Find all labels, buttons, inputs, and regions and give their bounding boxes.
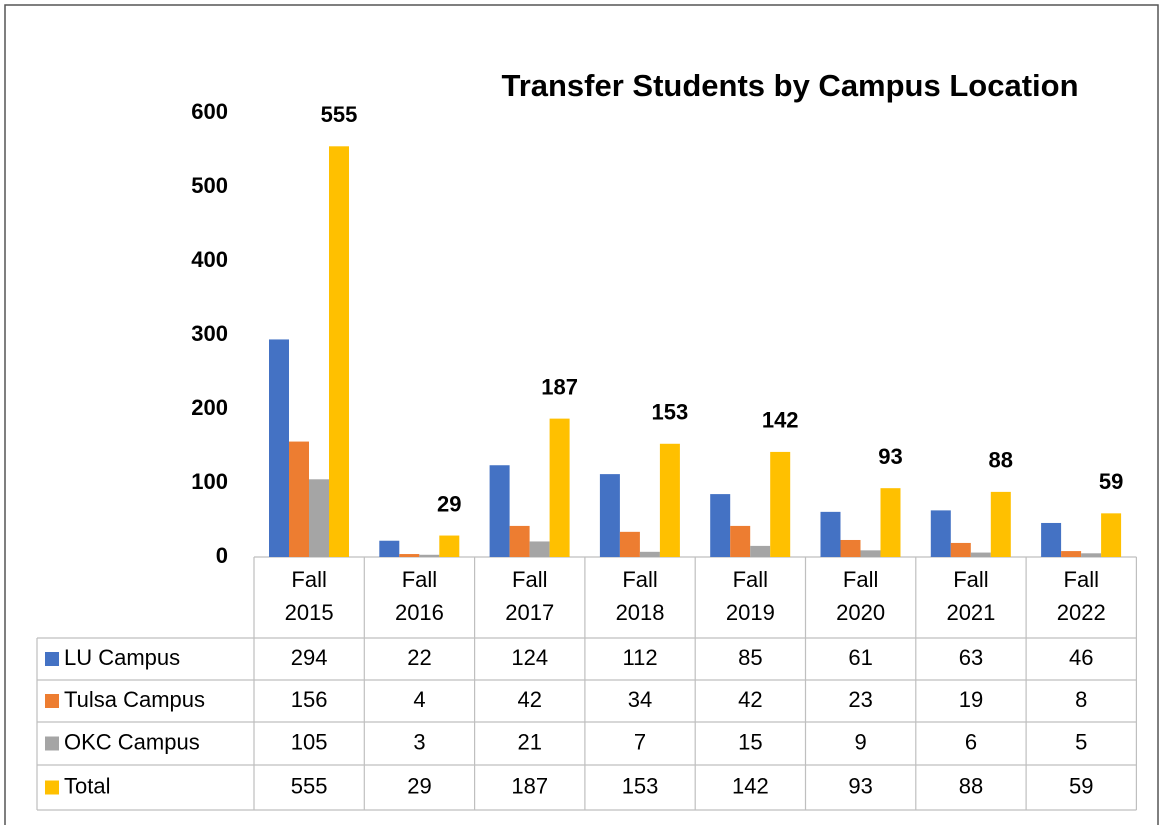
legend-label: Total <box>64 773 110 798</box>
y-tick-label: 500 <box>191 173 228 198</box>
table-cell: 15 <box>738 729 762 754</box>
data-label: 187 <box>541 374 578 399</box>
table-cell: 85 <box>738 645 762 670</box>
table-cell: 93 <box>848 773 872 798</box>
bar <box>730 525 751 557</box>
table-cell: 22 <box>407 645 431 670</box>
bar <box>880 488 901 557</box>
bar <box>549 418 570 557</box>
data-label: 59 <box>1099 469 1123 494</box>
bar <box>599 474 620 557</box>
bar <box>990 491 1011 557</box>
x-tick-label: Fall 2019 <box>725 567 775 625</box>
data-label: 555 <box>321 102 358 127</box>
x-tick-label: Fall 2016 <box>394 567 444 625</box>
bar <box>289 441 309 557</box>
bar <box>379 540 400 557</box>
table-cell: 3 <box>413 729 425 754</box>
x-tick-label: Fall 2018 <box>615 567 665 625</box>
table-cell: 42 <box>518 687 542 712</box>
x-tick-label: Fall 2022 <box>1056 567 1106 625</box>
y-tick-label: 600 <box>191 99 228 124</box>
bar <box>820 511 841 557</box>
legend-swatch <box>45 652 59 666</box>
x-tick-label: Fall 2015 <box>284 567 334 625</box>
bar <box>489 465 510 557</box>
data-label: 142 <box>762 408 799 433</box>
x-tick-label: Fall 2020 <box>836 567 886 625</box>
table-cell: 23 <box>848 687 872 712</box>
table-cell: 124 <box>511 645 548 670</box>
table-cell: 156 <box>291 687 328 712</box>
bar <box>970 552 991 557</box>
bar <box>419 554 440 557</box>
legend-swatch <box>45 694 59 708</box>
x-tick-label: Fall 2017 <box>505 567 555 625</box>
bar <box>529 541 550 557</box>
bar <box>930 510 951 557</box>
table-cell: 142 <box>732 773 769 798</box>
data-label: 88 <box>989 448 1013 473</box>
table-cell: 29 <box>407 773 431 798</box>
x-tick-label: Fall 2021 <box>946 567 996 625</box>
legend-swatch <box>45 780 59 795</box>
bar <box>750 545 771 557</box>
table-cell: 59 <box>1069 773 1093 798</box>
table-cell: 153 <box>622 773 659 798</box>
table-cell: 187 <box>511 773 548 798</box>
y-tick-label: 100 <box>191 469 228 494</box>
legend-label: LU Campus <box>64 645 180 670</box>
table-cell: 5 <box>1075 729 1087 754</box>
table-cell: 63 <box>959 645 983 670</box>
bar <box>1041 522 1062 557</box>
bar <box>860 550 881 557</box>
bar <box>439 535 460 557</box>
y-tick-label: 400 <box>191 247 228 272</box>
y-tick-label: 200 <box>191 395 228 420</box>
table-cell: 8 <box>1075 687 1087 712</box>
data-label: 93 <box>878 444 902 469</box>
bar <box>509 525 530 557</box>
table-cell: 46 <box>1069 645 1093 670</box>
table-cell: 4 <box>413 687 425 712</box>
table-cell: 112 <box>623 645 658 670</box>
bar <box>770 451 791 557</box>
table-cell: 19 <box>959 687 983 712</box>
bar <box>269 339 289 557</box>
bar <box>329 146 349 558</box>
bar <box>840 539 861 557</box>
y-tick-label: 300 <box>191 321 228 346</box>
bar <box>950 542 971 557</box>
legend-label: Tulsa Campus <box>64 687 205 712</box>
bar <box>1061 551 1082 557</box>
table-cell: 6 <box>965 729 977 754</box>
bar <box>619 531 640 557</box>
bar <box>639 551 660 557</box>
data-label: 153 <box>652 400 689 425</box>
table-cell: 21 <box>518 729 542 754</box>
table-cell: 34 <box>628 687 652 712</box>
y-tick-label: 0 <box>216 543 228 568</box>
bar <box>309 479 329 557</box>
table-cell: 105 <box>291 729 328 754</box>
data-label: 29 <box>437 491 461 516</box>
chart-title: Transfer Students by Campus Location <box>501 68 1078 103</box>
table-cell: 42 <box>738 687 762 712</box>
table-cell: 294 <box>291 645 328 670</box>
table-cell: 9 <box>855 729 867 754</box>
legend-label: OKC Campus <box>64 729 200 754</box>
legend-swatch <box>45 736 59 751</box>
bar <box>1081 553 1102 557</box>
bar <box>659 443 680 557</box>
table-cell: 555 <box>291 773 328 798</box>
frame <box>4 4 1159 825</box>
bar <box>1101 513 1122 557</box>
table-cell: 88 <box>959 773 983 798</box>
bar <box>399 554 420 557</box>
table-cell: 61 <box>848 645 872 670</box>
bar <box>710 494 731 557</box>
table-cell: 7 <box>634 729 646 754</box>
